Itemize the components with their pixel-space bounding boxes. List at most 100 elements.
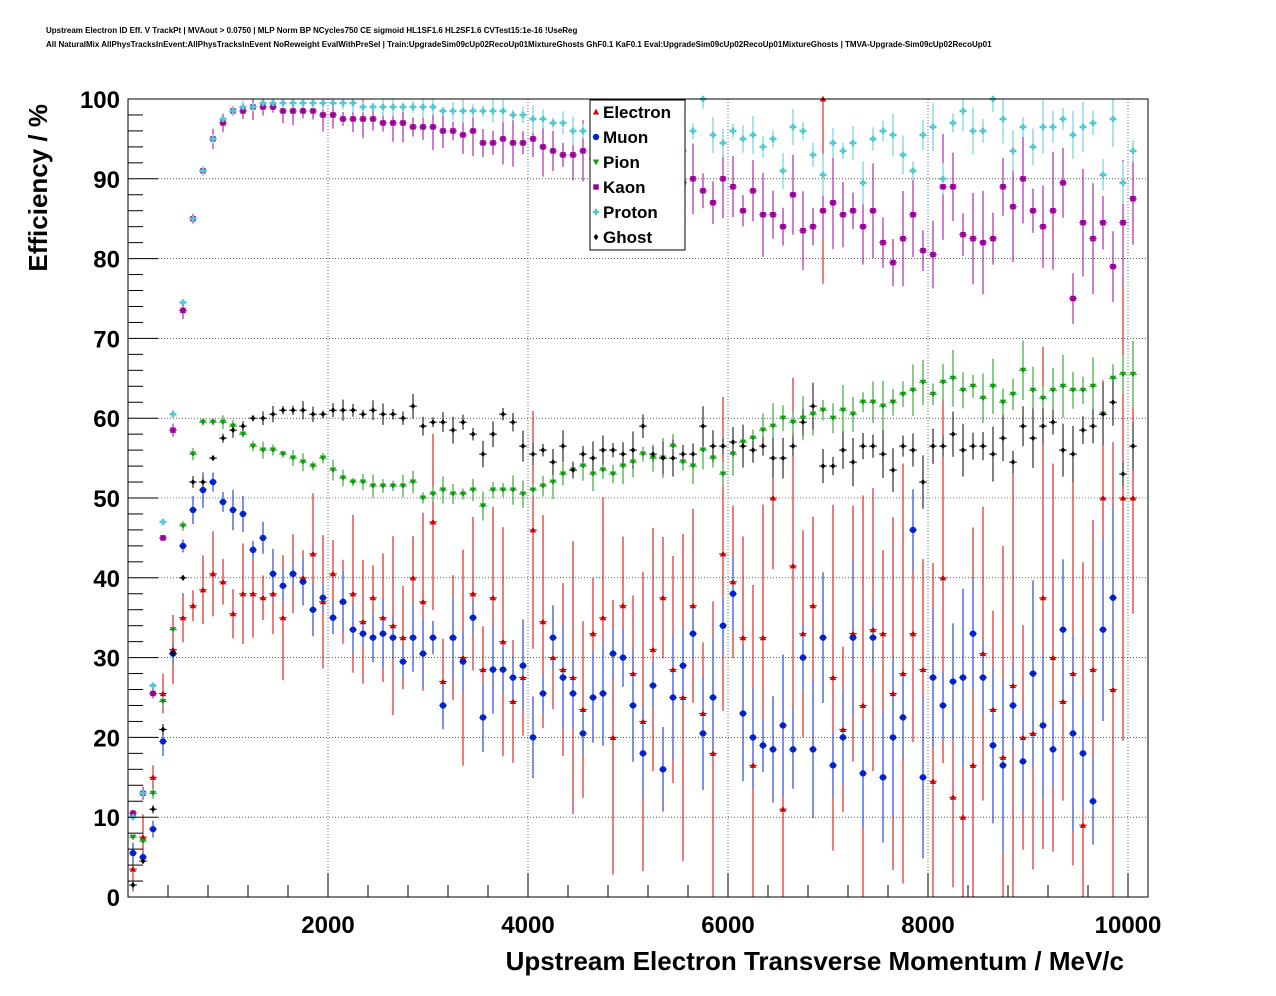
pion-point [509, 487, 517, 494]
electron-point [519, 674, 527, 681]
proton-point [949, 119, 957, 127]
ghost-point [380, 411, 386, 418]
kaon-point [910, 211, 916, 218]
pion-point [919, 379, 927, 386]
proton-point [909, 167, 917, 175]
kaon-point [750, 188, 756, 194]
ghost-point [480, 450, 486, 458]
muon-point [249, 546, 257, 554]
legend-entry-ghost: Ghost [603, 228, 652, 247]
proton-point [769, 135, 777, 143]
muon-point [949, 678, 957, 685]
ghost-point [510, 418, 516, 426]
muon-point [1029, 670, 1037, 677]
y-tick-label: 20 [93, 725, 120, 752]
kaon-point [740, 208, 746, 214]
kaon-point [1090, 235, 1096, 242]
ghost-point [810, 403, 816, 410]
pion-point [889, 399, 897, 406]
muon-point [1039, 722, 1047, 729]
proton-point [739, 135, 747, 143]
proton-point [1099, 171, 1107, 179]
ghost-point [290, 407, 296, 414]
pion-point [359, 479, 367, 486]
ghost-point [440, 418, 446, 426]
muon-point [909, 526, 917, 534]
ghost-point [950, 430, 956, 438]
electron-point [759, 634, 767, 641]
pion-point [1059, 383, 1067, 390]
ghost-point [1130, 442, 1136, 450]
ghost-point [370, 407, 376, 414]
ghost-point [560, 442, 566, 450]
electron-point [949, 794, 957, 800]
kaon-point [520, 140, 526, 146]
proton-point [859, 179, 867, 186]
pion-point [369, 483, 377, 490]
muon-point [189, 506, 197, 514]
electron-point [219, 578, 227, 585]
proton-point [469, 107, 477, 115]
proton-point [159, 518, 167, 526]
electron-point [269, 590, 277, 597]
electron-point [749, 762, 757, 768]
kaon-point [280, 108, 286, 114]
electron-point [679, 694, 687, 701]
kaon-point [980, 239, 986, 246]
electron-point [249, 590, 257, 597]
ghost-point [1070, 450, 1076, 458]
ghost-point [720, 442, 726, 450]
ghost-point [770, 454, 776, 462]
kaon-point [320, 112, 326, 118]
ghost-point [940, 442, 946, 450]
pion-point [439, 487, 447, 494]
proton-point [309, 99, 317, 107]
pion-point [819, 407, 827, 414]
muon-point [709, 694, 717, 701]
pion-point [999, 399, 1007, 406]
electron-point [769, 494, 777, 501]
pion-point [909, 387, 917, 394]
ghost-point [270, 411, 276, 418]
muon-point [759, 742, 767, 749]
kaon-point [820, 208, 826, 214]
electron-point [209, 570, 217, 577]
kaon-point [1110, 263, 1116, 270]
muon-point [789, 746, 797, 753]
proton-point [979, 127, 987, 135]
ghost-point [870, 442, 876, 450]
pion-point [149, 790, 157, 797]
electron-point [999, 754, 1007, 760]
muon-point [489, 666, 497, 673]
muon-point [619, 654, 627, 661]
kaon-point [290, 108, 296, 114]
kaon-point [880, 239, 886, 246]
muon-point [209, 478, 217, 486]
proton-point [899, 151, 907, 159]
pion-point [529, 487, 537, 494]
electron-point [169, 646, 177, 653]
electron-point [659, 594, 667, 601]
pion-point [669, 443, 677, 450]
electron-point [509, 698, 517, 705]
proton-point [429, 103, 437, 111]
proton-point [459, 107, 467, 115]
muon-point [519, 662, 527, 669]
x-tick-label: 8000 [901, 912, 954, 939]
electron-point [379, 614, 387, 621]
proton-point [349, 99, 357, 107]
muon-point [1089, 798, 1097, 805]
electron-point [1099, 494, 1107, 501]
muon-point [379, 630, 387, 637]
kaon-point [360, 116, 366, 122]
ghost-point [790, 442, 796, 450]
ghost-point [400, 415, 406, 422]
proton-point [329, 99, 337, 107]
electron-point [329, 570, 337, 577]
muon-point [1109, 594, 1117, 601]
y-tick-label: 70 [93, 326, 120, 353]
kaon-point [310, 108, 316, 114]
pion-point [449, 491, 457, 498]
electron-point [229, 610, 237, 617]
